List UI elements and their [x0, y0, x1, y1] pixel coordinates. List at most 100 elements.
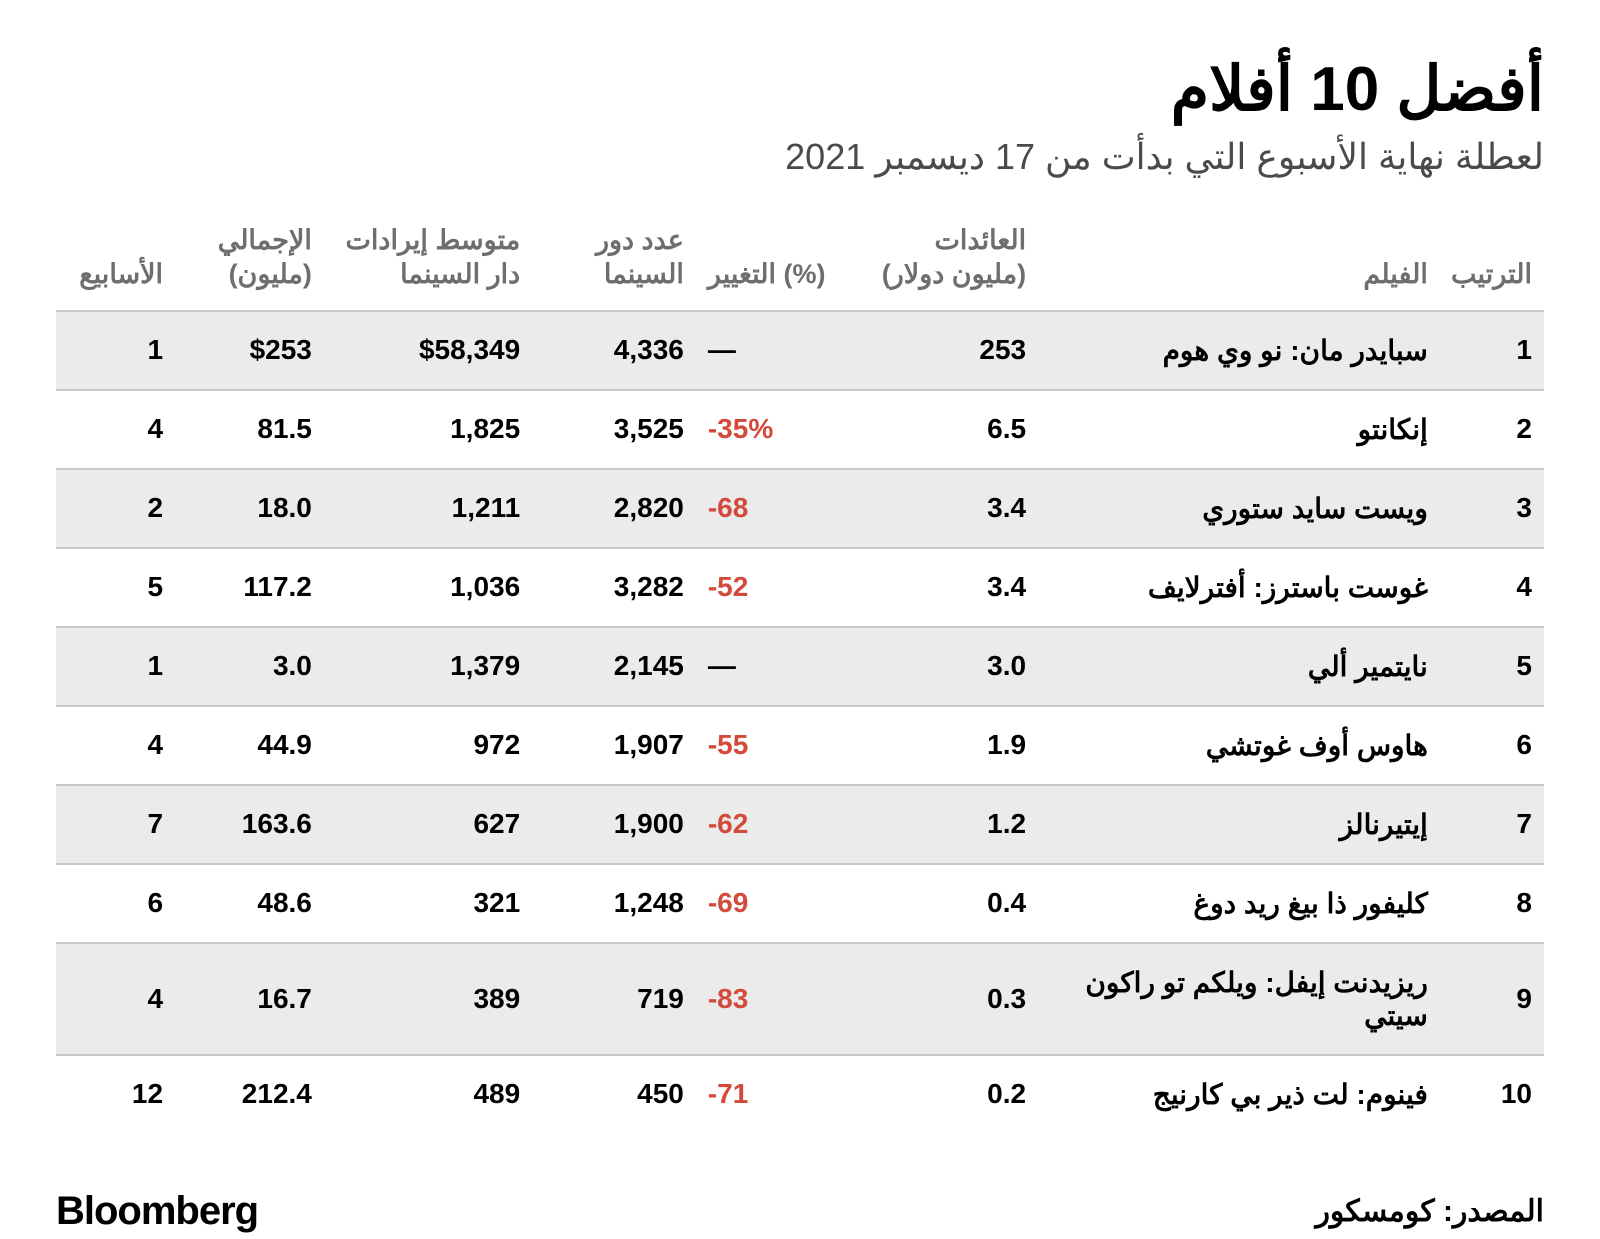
- table-row: 2إنكانتو6.5-35%3,5251,82581.54: [56, 390, 1544, 469]
- cell-total: 16.7: [175, 943, 324, 1055]
- cell-total: 212.4: [175, 1055, 324, 1133]
- cell-avg: 389: [324, 943, 532, 1055]
- cell-weeks: 7: [56, 785, 175, 864]
- col-header-theaters: عدد دور السينما: [532, 214, 696, 311]
- table-row: 4غوست باسترز: أفترلايف3.4-523,2821,03611…: [56, 548, 1544, 627]
- page-title: أفضل 10 أفلام: [56, 56, 1544, 124]
- cell-total: 163.6: [175, 785, 324, 864]
- cell-theaters: 450: [532, 1055, 696, 1133]
- cell-film: فينوم: لت ذير بي كارنيج: [1038, 1055, 1440, 1133]
- cell-film: إيتيرنالز: [1038, 785, 1440, 864]
- cell-change: -52: [696, 548, 845, 627]
- table-row: 5نايتمير ألي3.0—2,1451,3793.01: [56, 627, 1544, 706]
- cell-rank: 5: [1440, 627, 1544, 706]
- col-header-total: الإجمالي (مليون): [175, 214, 324, 311]
- footer: المصدر: كومسكور Bloomberg: [56, 1189, 1544, 1234]
- cell-avg: $58,349: [324, 311, 532, 390]
- cell-change: -62: [696, 785, 845, 864]
- cell-change: -55: [696, 706, 845, 785]
- cell-film: سبايدر مان: نو وي هوم: [1038, 311, 1440, 390]
- cell-theaters: 1,900: [532, 785, 696, 864]
- cell-avg: 1,036: [324, 548, 532, 627]
- col-header-change: التغيير (%): [696, 214, 845, 311]
- table-row: 3ويست سايد ستوري3.4-682,8201,21118.02: [56, 469, 1544, 548]
- source-text: المصدر: كومسكور: [1315, 1194, 1544, 1229]
- cell-rank: 1: [1440, 311, 1544, 390]
- cell-film: ويست سايد ستوري: [1038, 469, 1440, 548]
- cell-rank: 3: [1440, 469, 1544, 548]
- cell-revenue: 1.2: [845, 785, 1038, 864]
- table-row: 8كليفور ذا بيغ ريد دوغ0.4-691,24832148.6…: [56, 864, 1544, 943]
- cell-rank: 10: [1440, 1055, 1544, 1133]
- cell-revenue: 0.4: [845, 864, 1038, 943]
- cell-weeks: 12: [56, 1055, 175, 1133]
- movies-table: الترتيب الفيلم العائدات (مليون دولار) ال…: [56, 214, 1544, 1133]
- cell-film: نايتمير ألي: [1038, 627, 1440, 706]
- col-header-revenue: العائدات (مليون دولار): [845, 214, 1038, 311]
- cell-weeks: 1: [56, 311, 175, 390]
- cell-rank: 6: [1440, 706, 1544, 785]
- cell-change: -35%: [696, 390, 845, 469]
- cell-theaters: 4,336: [532, 311, 696, 390]
- cell-avg: 1,211: [324, 469, 532, 548]
- cell-weeks: 5: [56, 548, 175, 627]
- cell-film: إنكانتو: [1038, 390, 1440, 469]
- cell-theaters: 3,525: [532, 390, 696, 469]
- cell-change: -83: [696, 943, 845, 1055]
- cell-theaters: 3,282: [532, 548, 696, 627]
- cell-rank: 8: [1440, 864, 1544, 943]
- cell-weeks: 4: [56, 706, 175, 785]
- col-header-avg: متوسط إيرادات دار السينما: [324, 214, 532, 311]
- cell-theaters: 2,820: [532, 469, 696, 548]
- cell-weeks: 4: [56, 390, 175, 469]
- cell-revenue: 1.9: [845, 706, 1038, 785]
- cell-theaters: 2,145: [532, 627, 696, 706]
- cell-revenue: 253: [845, 311, 1038, 390]
- cell-revenue: 0.2: [845, 1055, 1038, 1133]
- cell-rank: 2: [1440, 390, 1544, 469]
- cell-theaters: 719: [532, 943, 696, 1055]
- brand-logo: Bloomberg: [56, 1189, 258, 1234]
- cell-avg: 1,379: [324, 627, 532, 706]
- cell-total: 44.9: [175, 706, 324, 785]
- cell-weeks: 1: [56, 627, 175, 706]
- cell-change: —: [696, 311, 845, 390]
- cell-avg: 489: [324, 1055, 532, 1133]
- cell-film: غوست باسترز: أفترلايف: [1038, 548, 1440, 627]
- table-body: 1سبايدر مان: نو وي هوم253—4,336$58,349$2…: [56, 311, 1544, 1133]
- table-row: 7إيتيرنالز1.2-621,900627163.67: [56, 785, 1544, 864]
- cell-rank: 7: [1440, 785, 1544, 864]
- cell-revenue: 6.5: [845, 390, 1038, 469]
- cell-avg: 627: [324, 785, 532, 864]
- col-header-film: الفيلم: [1038, 214, 1440, 311]
- cell-avg: 972: [324, 706, 532, 785]
- col-header-rank: الترتيب: [1440, 214, 1544, 311]
- col-header-weeks: الأسابيع: [56, 214, 175, 311]
- cell-rank: 4: [1440, 548, 1544, 627]
- cell-weeks: 2: [56, 469, 175, 548]
- cell-weeks: 6: [56, 864, 175, 943]
- cell-change: —: [696, 627, 845, 706]
- table-row: 1سبايدر مان: نو وي هوم253—4,336$58,349$2…: [56, 311, 1544, 390]
- cell-total: 18.0: [175, 469, 324, 548]
- cell-revenue: 0.3: [845, 943, 1038, 1055]
- table-header-row: الترتيب الفيلم العائدات (مليون دولار) ال…: [56, 214, 1544, 311]
- cell-theaters: 1,248: [532, 864, 696, 943]
- cell-revenue: 3.4: [845, 469, 1038, 548]
- cell-film: كليفور ذا بيغ ريد دوغ: [1038, 864, 1440, 943]
- cell-total: 48.6: [175, 864, 324, 943]
- cell-revenue: 3.0: [845, 627, 1038, 706]
- page-subtitle: لعطلة نهاية الأسبوع التي بدأت من 17 ديسم…: [56, 136, 1544, 178]
- table-row: 10فينوم: لت ذير بي كارنيج0.2-71450489212…: [56, 1055, 1544, 1133]
- cell-rank: 9: [1440, 943, 1544, 1055]
- cell-weeks: 4: [56, 943, 175, 1055]
- cell-avg: 321: [324, 864, 532, 943]
- cell-change: -68: [696, 469, 845, 548]
- cell-change: -71: [696, 1055, 845, 1133]
- cell-total: 3.0: [175, 627, 324, 706]
- cell-change: -69: [696, 864, 845, 943]
- cell-total: 117.2: [175, 548, 324, 627]
- table-row: 9ريزيدنت إيفل: ويلكم تو راكون سيتي0.3-83…: [56, 943, 1544, 1055]
- cell-theaters: 1,907: [532, 706, 696, 785]
- table-row: 6هاوس أوف غوتشي1.9-551,90797244.94: [56, 706, 1544, 785]
